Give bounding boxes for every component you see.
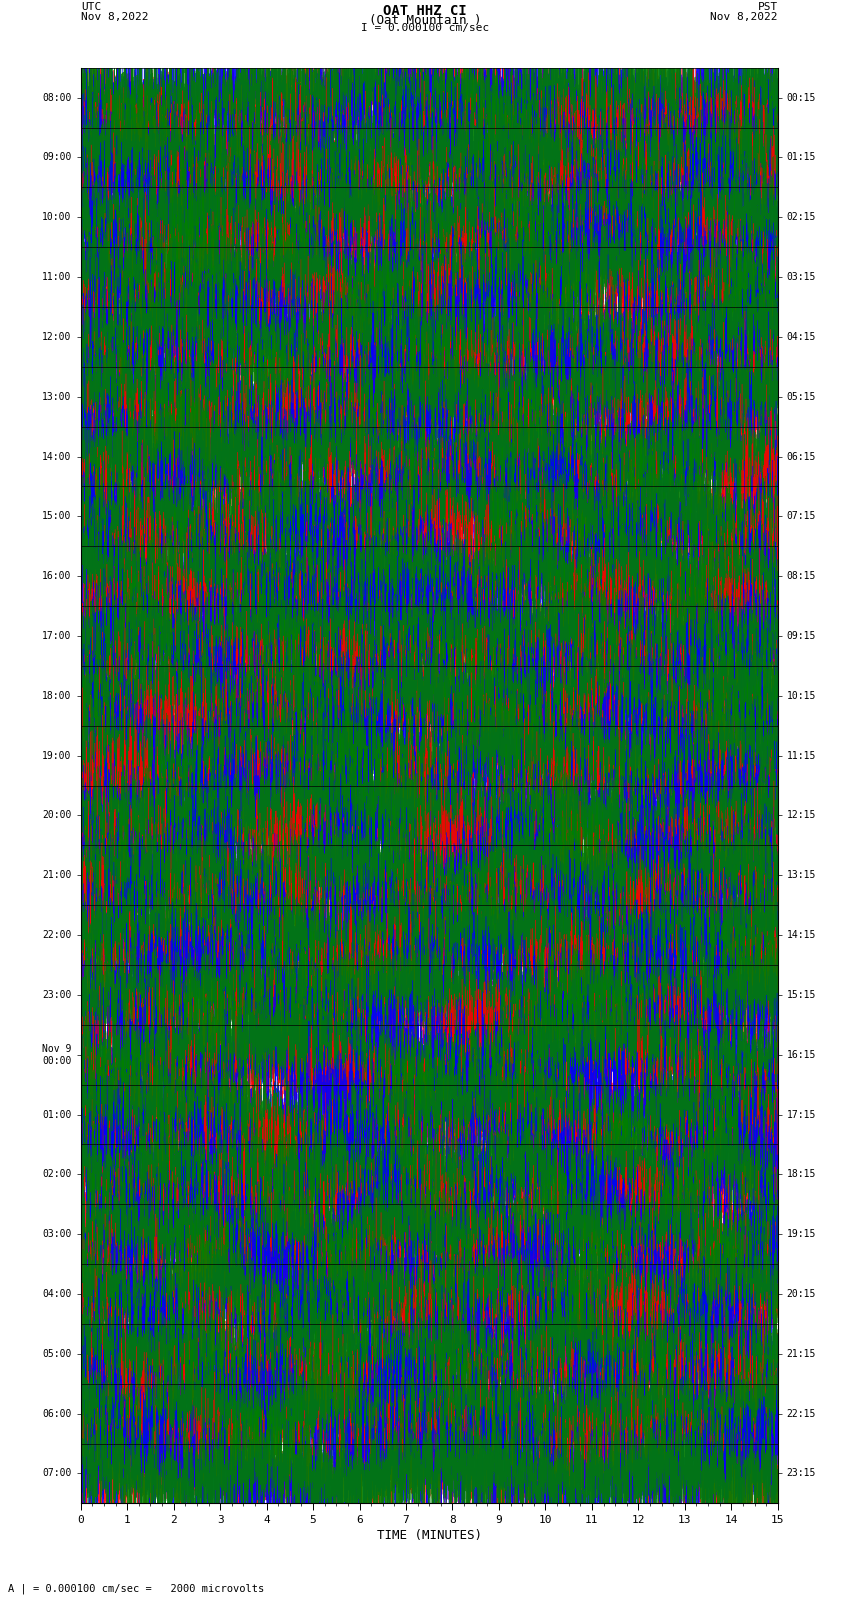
- Text: UTC: UTC: [81, 3, 101, 13]
- X-axis label: TIME (MINUTES): TIME (MINUTES): [377, 1529, 482, 1542]
- Text: I = 0.000100 cm/sec: I = 0.000100 cm/sec: [361, 24, 489, 34]
- Text: Nov 8,2022: Nov 8,2022: [81, 11, 148, 23]
- Text: Nov 8,2022: Nov 8,2022: [711, 11, 778, 23]
- Text: PST: PST: [757, 3, 778, 13]
- Text: OAT HHZ CI: OAT HHZ CI: [383, 5, 467, 18]
- Text: A | = 0.000100 cm/sec =   2000 microvolts: A | = 0.000100 cm/sec = 2000 microvolts: [8, 1582, 264, 1594]
- Text: (Oat Mountain ): (Oat Mountain ): [369, 13, 481, 27]
